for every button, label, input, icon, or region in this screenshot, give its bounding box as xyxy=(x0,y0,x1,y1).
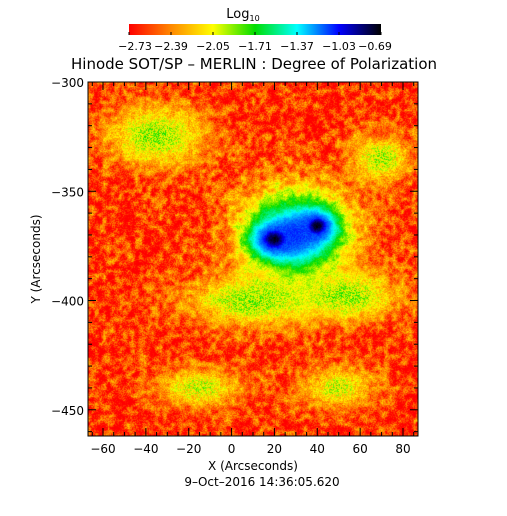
x-tick-label: 80 xyxy=(395,442,410,456)
colorbar-tick-labels: −2.73 −2.39 −2.05 −1.71 −1.37 −1.03 −0.69 xyxy=(118,40,392,53)
x-tick-label: −20 xyxy=(176,442,201,456)
colorbar-tick-label: −2.39 xyxy=(154,40,188,53)
x-tick-label: 0 xyxy=(228,442,236,456)
y-tick-label: −300 xyxy=(51,76,84,90)
colorbar-ticks xyxy=(128,32,382,35)
colorbar-tick-label: −1.71 xyxy=(238,40,272,53)
x-tick-label: −60 xyxy=(90,442,115,456)
colorbar-tick-label: −1.03 xyxy=(322,40,356,53)
x-tick-label: 40 xyxy=(310,442,325,456)
x-axis: −60 −40 −20 0 20 40 60 80 xyxy=(90,82,415,456)
chart-title: Hinode SOT/SP – MERLIN : Degree of Polar… xyxy=(71,55,437,73)
y-tick-label: −400 xyxy=(51,295,84,309)
x-tick-label: −40 xyxy=(133,442,158,456)
y-tick-label: −450 xyxy=(51,404,84,418)
x-tick-label: 60 xyxy=(353,442,368,456)
colorbar-tick-label: −2.05 xyxy=(196,40,230,53)
x-axis-label: X (Arcseconds) xyxy=(208,459,298,473)
colorbar-tick-label: −0.69 xyxy=(358,40,392,53)
y-tick-label: −350 xyxy=(51,185,84,199)
y-axis-label: Y (Arcseconds) xyxy=(29,214,43,304)
colorbar-title: Log10 xyxy=(226,7,259,23)
x-tick-label: 20 xyxy=(267,442,282,456)
colorbar xyxy=(129,24,381,35)
colorbar-tick-label: −2.73 xyxy=(118,40,152,53)
y-axis: −300 −350 −400 −450 xyxy=(51,76,418,433)
heatmap-image xyxy=(88,82,418,436)
colorbar-tick-label: −1.37 xyxy=(280,40,314,53)
timestamp: 9–Oct–2016 14:36:05.620 xyxy=(184,475,339,489)
